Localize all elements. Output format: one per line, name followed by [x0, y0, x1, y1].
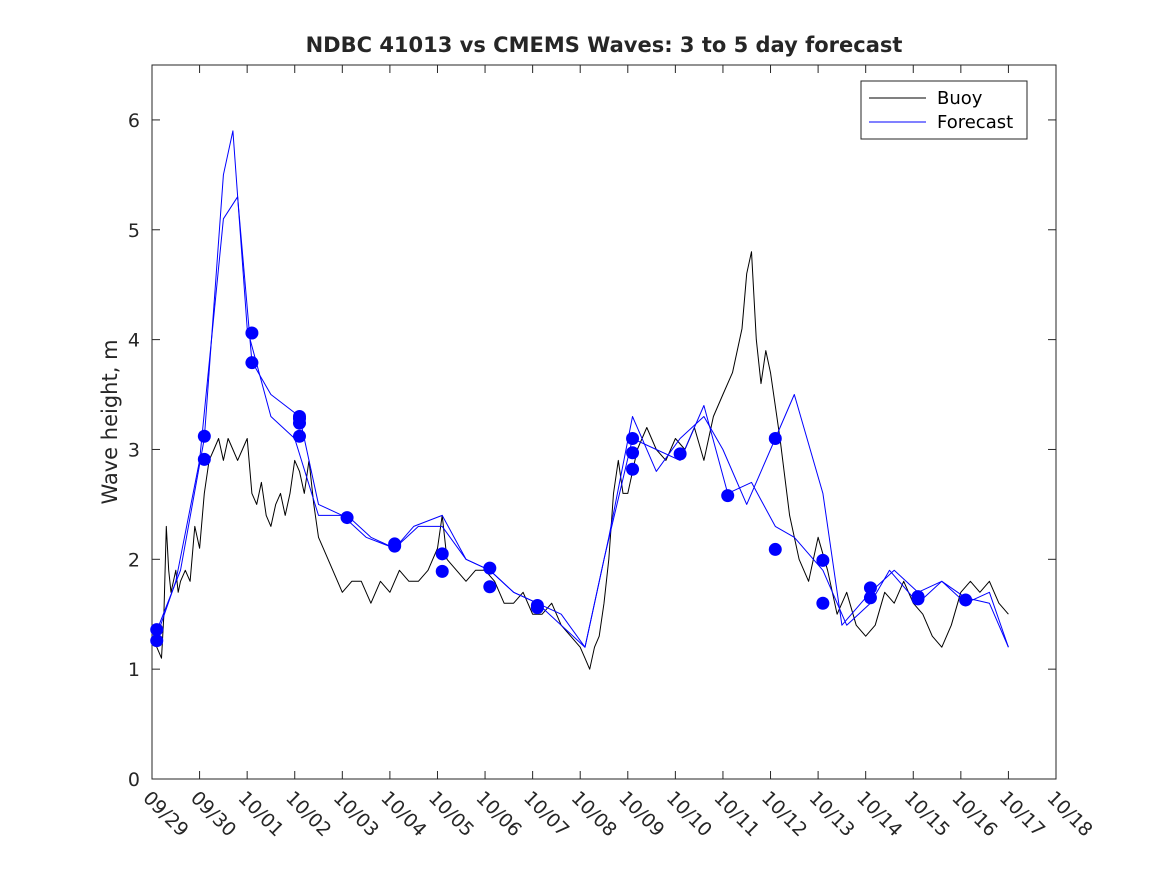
y-axis-label: Wave height, m — [98, 339, 122, 504]
y-tick-label: 3 — [128, 439, 140, 461]
forecast-marker — [245, 356, 259, 370]
forecast-marker — [626, 446, 640, 460]
forecast-marker — [483, 561, 497, 575]
plot-area — [151, 64, 1057, 780]
y-tick-label: 5 — [128, 220, 140, 242]
legend-label-forecast: Forecast — [937, 112, 1013, 133]
forecast-marker — [626, 462, 640, 476]
y-tick-label: 4 — [128, 330, 140, 352]
forecast-marker — [863, 581, 877, 595]
legend: Buoy Forecast — [860, 80, 1028, 140]
y-tick-label: 1 — [128, 659, 140, 681]
forecast-marker — [197, 452, 211, 466]
forecast-marker — [530, 601, 544, 615]
forecast-marker — [483, 580, 497, 594]
forecast-marker — [150, 634, 164, 648]
forecast-marker — [768, 431, 782, 445]
y-tick-label: 2 — [128, 549, 140, 571]
forecast-marker — [816, 596, 830, 610]
forecast-marker — [292, 429, 306, 443]
forecast-marker — [626, 431, 640, 445]
forecast-marker — [673, 447, 687, 461]
marker-layer — [150, 326, 973, 648]
forecast-marker — [150, 623, 164, 637]
series-line-forecast — [156, 196, 1009, 648]
y-tick-label: 0 — [128, 769, 140, 791]
forecast-marker — [863, 591, 877, 605]
forecast-marker — [911, 592, 925, 606]
forecast-marker — [388, 539, 402, 553]
forecast-marker — [197, 429, 211, 443]
series-line-buoy — [151, 251, 1009, 670]
forecast-marker — [292, 410, 306, 424]
forecast-marker — [245, 326, 259, 340]
forecast-marker — [435, 547, 449, 561]
forecast-marker — [340, 511, 354, 525]
forecast-marker — [721, 489, 735, 503]
forecast-marker — [816, 553, 830, 567]
legend-box — [860, 80, 1028, 140]
forecast-marker — [435, 564, 449, 578]
y-axis: 0 1 2 3 4 5 6 — [128, 110, 1056, 791]
legend-label-buoy: Buoy — [937, 88, 983, 109]
forecast-marker — [768, 542, 782, 556]
forecast-marker — [959, 593, 973, 607]
y-tick-label: 6 — [128, 110, 140, 132]
chart-title: NDBC 41013 vs CMEMS Waves: 3 to 5 day fo… — [306, 33, 903, 57]
